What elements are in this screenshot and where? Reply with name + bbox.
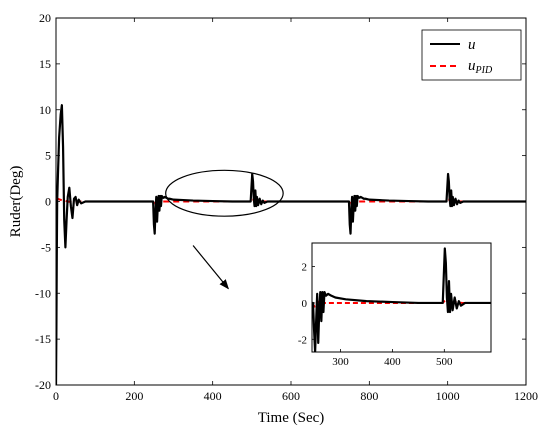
legend-box [421, 29, 522, 81]
y-tick-label: -20 [35, 378, 51, 392]
x-tick-label: 0 [53, 389, 59, 403]
x-axis-label: Time (Sec) [258, 410, 325, 426]
zoom-annotation [165, 169, 284, 290]
y-tick-label: -5 [41, 240, 51, 254]
zoom-arrow [192, 245, 229, 290]
inset-series-line-u [312, 247, 491, 352]
legend-label-u: u [468, 37, 476, 53]
inset-y-tick-label: 0 [302, 298, 308, 310]
legend-label-u-pid-sub: PID [475, 65, 493, 76]
legend: u uPID [421, 29, 522, 81]
y-axis-label: Ruder(Deg) [8, 166, 24, 238]
inset-y-tick-label: -2 [298, 334, 307, 346]
y-tick-label: 0 [45, 195, 51, 209]
y-tick-label: -10 [35, 286, 51, 300]
legend-label-u-pid-main: u [468, 58, 476, 74]
inset-y-tick-label: 2 [302, 262, 308, 274]
zoom-ellipse [165, 169, 284, 217]
series-line-u [56, 104, 526, 385]
x-tick-label: 200 [125, 389, 143, 403]
y-tick-label: 20 [39, 11, 51, 25]
inset-x-tick-label: 400 [384, 356, 401, 368]
x-tick-label: 600 [282, 389, 300, 403]
legend-label-u-pid: uPID [468, 58, 493, 76]
x-tick-label: 400 [204, 389, 222, 403]
y-tick-label: -15 [35, 332, 51, 346]
y-tick-label: 15 [39, 57, 51, 71]
x-tick-label: 800 [360, 389, 378, 403]
inset-plot: 300 400 500 -2 0 2 [298, 242, 492, 368]
y-tick-label: 5 [45, 149, 51, 163]
x-tick-label: 1200 [514, 389, 538, 403]
inset-x-tick-label: 500 [436, 356, 453, 368]
legend-label-u-main: u [468, 37, 476, 53]
x-tick-label: 1000 [436, 389, 460, 403]
inset-plot-frame [311, 242, 492, 353]
inset-x-tick-label: 300 [332, 356, 349, 368]
inset-ticks: 300 400 500 -2 0 2 [298, 262, 453, 368]
y-tick-label: 10 [39, 103, 51, 117]
